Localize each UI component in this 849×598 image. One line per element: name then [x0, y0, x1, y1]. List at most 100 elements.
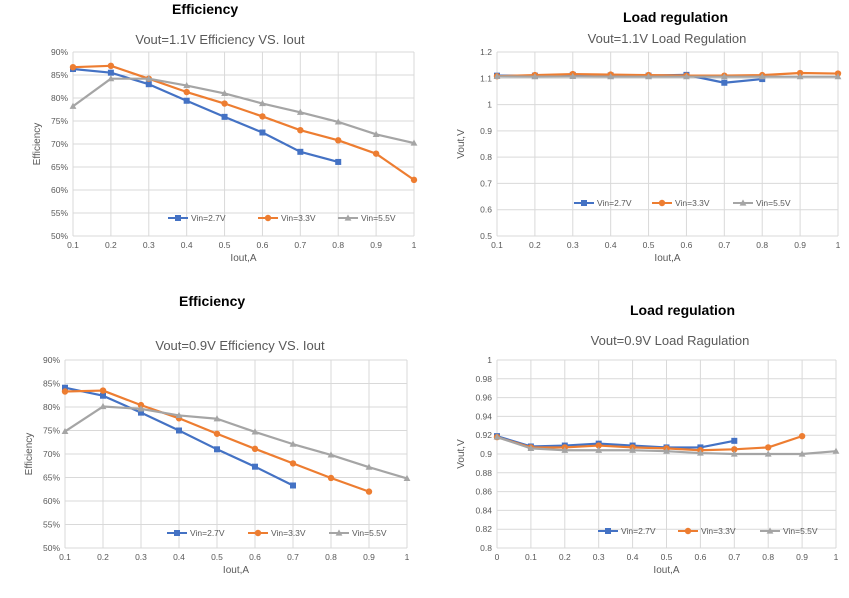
- x-tick-label: 0.2: [529, 240, 541, 250]
- x-tick-label: 0.4: [181, 240, 193, 250]
- x-tick-label: 0.5: [211, 552, 223, 562]
- data-point: [62, 384, 68, 391]
- data-point: [334, 118, 342, 125]
- x-axis-label: Iout,A: [653, 565, 679, 576]
- data-point: [561, 446, 569, 453]
- y-tick-label: 0.8: [480, 543, 492, 553]
- data-point: [595, 442, 602, 449]
- data-point: [730, 450, 738, 457]
- series-vin-5-5v: [61, 402, 411, 482]
- x-tick-label: 0.3: [143, 240, 155, 250]
- data-point: [697, 449, 704, 456]
- legend-item: Vin=5.5V: [760, 526, 818, 536]
- data-point: [221, 100, 228, 107]
- data-point: [61, 388, 69, 395]
- y-tick-label: 0.94: [475, 411, 492, 421]
- legend-item: Vin=2.7V: [598, 526, 656, 536]
- heading-load-regulation-0v9: Load regulation: [630, 302, 735, 318]
- legend-marker: [581, 200, 587, 206]
- data-point: [493, 433, 501, 440]
- data-point: [296, 108, 304, 115]
- data-point: [410, 176, 418, 184]
- x-tick-label: 0.4: [173, 552, 185, 562]
- legend-item: Vin=3.3V: [258, 213, 316, 223]
- y-tick-label: 50%: [43, 543, 60, 553]
- legend-item: Vin=5.5V: [733, 198, 791, 208]
- series-line: [72, 64, 415, 181]
- x-tick-label: 0: [495, 552, 500, 562]
- x-tick-label: 0.7: [287, 552, 299, 562]
- data-point: [137, 401, 145, 409]
- data-point: [100, 392, 106, 399]
- data-point: [764, 450, 772, 457]
- data-point: [69, 102, 77, 109]
- data-point: [61, 427, 69, 435]
- x-tick-label: 0.1: [59, 552, 71, 562]
- legend-label: Vin=2.7V: [597, 198, 632, 208]
- x-tick-label: 0.1: [67, 240, 79, 250]
- x-axis-label: Iout,A: [654, 253, 680, 264]
- data-point: [720, 73, 728, 80]
- series-vin-2-7v: [62, 384, 296, 489]
- data-point: [372, 130, 380, 137]
- y-tick-label: 0.98: [475, 374, 492, 384]
- x-tick-label: 1: [412, 240, 417, 250]
- efficiency-chart-vout-1v1: 50% 55% 60% 65% 70% 75% 80% 85% 90% 0.1 0.2 0.3 0.4 0…: [32, 32, 418, 264]
- data-point: [327, 451, 335, 458]
- series-vin-3-3v: [69, 62, 418, 184]
- data-point: [410, 139, 418, 146]
- y-tick-label: 0.6: [480, 205, 492, 215]
- y-tick-label: 65%: [43, 473, 60, 483]
- x-tick-label: 1: [836, 240, 841, 250]
- heading-efficiency-1v1: Efficiency: [172, 1, 239, 17]
- x-tick-label: 0.9: [794, 240, 806, 250]
- data-point: [183, 97, 190, 104]
- data-point: [99, 402, 107, 410]
- legend-label: Vin=3.3V: [675, 198, 710, 208]
- y-tick-label: 75%: [43, 426, 60, 436]
- y-tick-label: 0.92: [475, 430, 492, 440]
- legend-marker: [739, 199, 747, 206]
- legend-marker: [264, 214, 272, 222]
- data-point: [365, 463, 373, 470]
- data-point: [731, 437, 738, 444]
- legend-item: Vin=2.7V: [168, 213, 226, 223]
- legend-item: Vin=5.5V: [338, 213, 396, 223]
- data-point: [798, 432, 806, 440]
- data-point: [569, 72, 577, 80]
- y-tick-label: 1.2: [480, 47, 492, 57]
- y-tick-label: 65%: [51, 162, 68, 172]
- series-vin-5-5v: [69, 75, 418, 146]
- legend-marker: [684, 527, 692, 535]
- legend-marker: [344, 214, 352, 221]
- load-regulation-chart-vout-1v1: 0.5 0.6 0.7 0.8 0.9 1 1.1 1.2 0.1 0.2 0.3 0.4 0.5 0.6…: [456, 31, 842, 264]
- data-point: [145, 81, 152, 88]
- x-tick-label: 0.8: [756, 240, 768, 250]
- y-tick-label: 0.8: [480, 152, 492, 162]
- data-point: [107, 75, 115, 82]
- x-tick-label: 0.3: [135, 552, 147, 562]
- y-tick-label: 90%: [51, 47, 68, 57]
- data-point: [289, 440, 297, 447]
- legend-label: Vin=2.7V: [190, 528, 225, 538]
- legend-label: Vin=3.3V: [701, 526, 736, 536]
- x-tick-label: 0.2: [97, 552, 109, 562]
- x-tick-label: 0.2: [105, 240, 117, 250]
- y-tick-label: 0.9: [480, 126, 492, 136]
- y-tick-label: 55%: [43, 520, 60, 530]
- y-tick-label: 60%: [43, 496, 60, 506]
- x-tick-label: 0.9: [363, 552, 375, 562]
- x-tick-label: 0.9: [796, 552, 808, 562]
- data-point: [721, 79, 728, 86]
- legend-label: Vin=5.5V: [361, 213, 396, 223]
- legend-item: Vin=3.3V: [652, 198, 710, 208]
- series-line: [72, 67, 339, 164]
- x-tick-label: 0.3: [593, 552, 605, 562]
- data-point: [175, 411, 183, 419]
- x-tick-label: 0.6: [681, 240, 693, 250]
- data-point: [372, 150, 380, 157]
- x-tick-label: 0.4: [605, 240, 617, 250]
- data-point: [138, 409, 144, 416]
- data-point: [251, 445, 259, 453]
- legend-marker: [658, 199, 666, 207]
